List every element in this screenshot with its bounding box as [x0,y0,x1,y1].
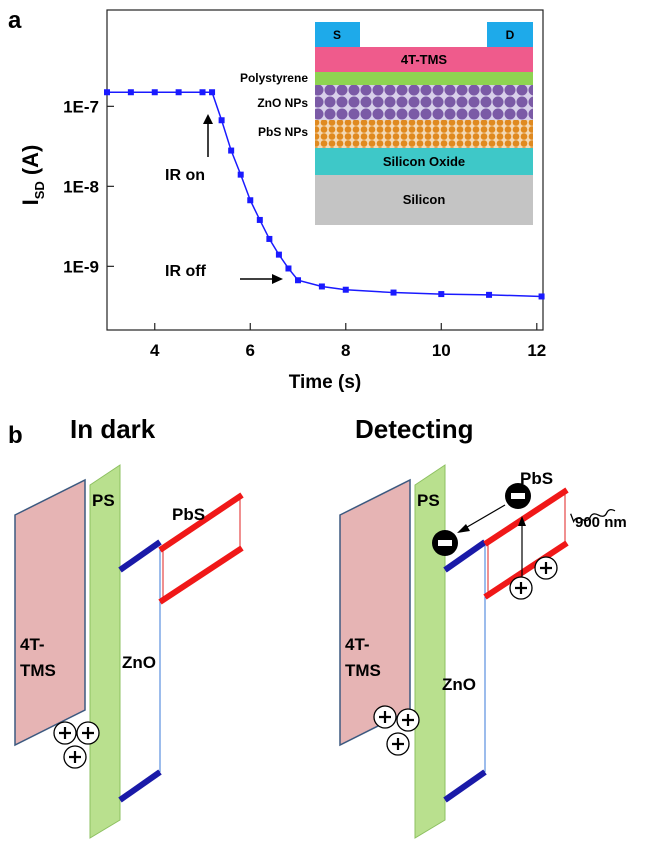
y-label-sub: SD [32,181,47,199]
x-tick-label: 8 [341,341,350,360]
y-tick-label: 1E-9 [63,257,99,276]
y-tick-label: 1E-7 [63,97,99,116]
inset-label: PbS NPs [258,125,308,139]
inset-label: 4T-TMS [401,52,448,67]
pbs-cb [158,492,244,553]
data-point [318,283,325,290]
holes [373,556,558,756]
electrons [432,483,531,556]
annotation: IR on [165,167,205,184]
pbs-vb [483,540,569,600]
data-point [390,289,397,296]
ps-band [89,464,121,839]
data-point [247,197,254,204]
x-tick-label: 6 [246,341,255,360]
ps-band [414,464,446,839]
layer [315,120,533,148]
inset-label: Polystyrene [240,71,308,85]
y-axis-label: ISD (A) [18,145,47,206]
band-label: ZnO [442,675,476,694]
source-electrode [315,22,360,47]
diagram-title: Detecting [355,414,473,444]
drain-electrode [487,22,533,47]
band-label: TMS [345,661,381,680]
data-point [438,291,445,298]
layer [315,72,533,85]
donor-band [339,478,411,747]
arrowhead [203,114,213,124]
inset-label: S [333,28,341,42]
data-point [209,89,216,96]
data-point [538,293,545,300]
band-label: PS [92,491,115,510]
chart-a: a ISD(A) Time (s) S D 4T-TMS Silicon Oxi… [8,7,546,393]
band-label: TMS [20,661,56,680]
donor-band [14,478,86,747]
band-label: ZnO [122,653,156,672]
inset-label: Silicon [403,192,446,207]
data-point [199,89,206,96]
pbs-cb [483,487,569,547]
band-label: PbS [520,469,553,488]
data-point [104,89,110,96]
arrowhead [518,516,526,526]
band-label: 4T- [20,635,45,654]
data-point [175,89,182,96]
pbs-vb [158,545,244,605]
y-label-unit: (A) [18,145,43,176]
data-point [266,235,273,242]
inset-label: D [506,28,515,42]
data-point [151,89,158,96]
data-point [275,251,282,258]
band-label: 4T- [345,635,370,654]
layer [315,85,533,120]
band-label: PS [417,491,440,510]
inset-label: Silicon Oxide [383,154,465,169]
layer [315,148,533,175]
layer [315,47,533,72]
device-inset: S D 4T-TMS Silicon Oxide Silicon Polysty… [240,22,533,225]
arrowhead [457,524,470,533]
data-point [486,291,493,298]
zno-vb [118,769,162,803]
layer [315,175,533,225]
panel-label: b [8,422,23,449]
x-tick-label: 4 [150,341,160,360]
panel-b: b In dark Detecting PS PbS 4T- TMS ZnO P… [8,414,627,839]
arrowhead [272,274,283,284]
arrow [461,504,506,531]
holes [53,721,100,769]
data-point [342,286,349,293]
data-point [256,216,263,223]
panel-label: a [8,7,22,34]
x-axis-label: Time (s) [289,372,362,393]
data-point [228,147,235,154]
data-point [237,171,244,178]
zno-cb [118,539,162,573]
light-label: 900 nm [575,514,627,531]
photon [570,508,616,524]
y-label-main: I [18,199,43,205]
data-point [285,265,292,272]
zno-cb [443,539,487,573]
y-tick-label: 1E-8 [63,177,99,196]
data-point [218,117,225,124]
plot-frame [106,9,544,331]
data-point [127,89,134,96]
inset-label: ZnO NPs [257,96,308,110]
diagram-title: In dark [70,414,156,444]
data-point [295,277,302,284]
zno-vb [443,769,487,803]
x-tick-label: 10 [432,341,451,360]
x-tick-label: 12 [527,341,546,360]
annotation: IR off [165,263,207,280]
band-label: PbS [172,505,205,524]
